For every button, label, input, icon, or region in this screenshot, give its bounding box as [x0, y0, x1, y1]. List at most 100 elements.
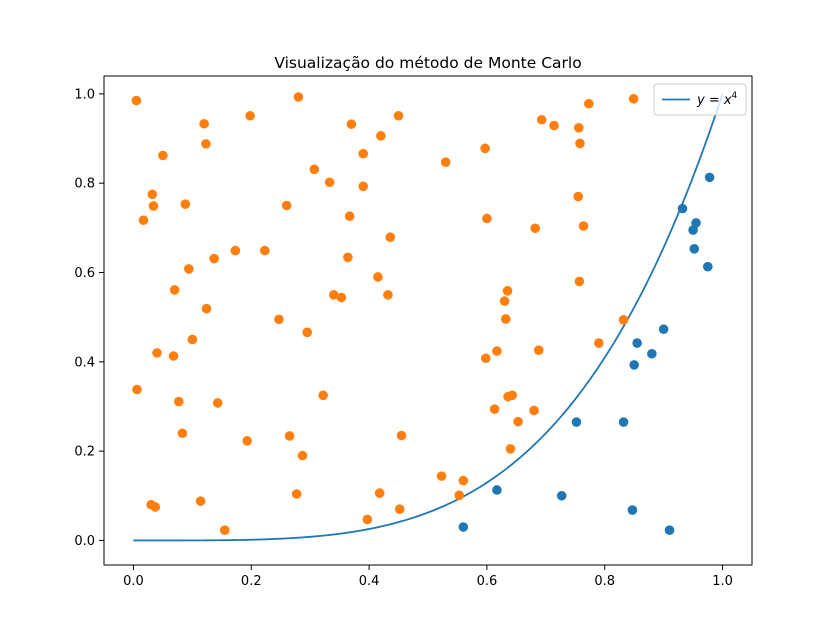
- point-above-curve: [513, 416, 523, 427]
- point-below-curve: [458, 522, 469, 532]
- point-below-curve: [629, 360, 639, 370]
- point-above-curve: [394, 504, 405, 514]
- y-tick-label: 0.4: [74, 355, 95, 370]
- point-above-curve: [180, 199, 191, 209]
- y-tick-label: 0.6: [74, 266, 95, 281]
- point-above-curve: [318, 390, 328, 401]
- point-above-curve: [574, 123, 584, 133]
- point-above-curve: [302, 327, 313, 338]
- point-above-curve: [573, 191, 584, 202]
- point-above-curve: [454, 490, 465, 501]
- point-above-curve: [132, 384, 142, 395]
- point-above-curve: [575, 138, 585, 149]
- point-above-curve: [230, 245, 241, 256]
- point-above-curve: [148, 201, 159, 211]
- axes-frame: [103, 75, 753, 566]
- point-above-curve: [574, 276, 585, 287]
- x-tick-label: 0.8: [594, 574, 615, 589]
- point-above-curve: [187, 334, 198, 345]
- point-above-curve: [346, 119, 357, 130]
- point-above-curve: [344, 211, 355, 222]
- point-above-curve: [530, 223, 541, 234]
- point-above-curve: [177, 428, 188, 439]
- point-above-curve: [169, 285, 180, 295]
- point-above-curve: [480, 143, 490, 154]
- legend-label: y = x4: [696, 91, 738, 108]
- point-above-curve: [492, 346, 502, 356]
- point-above-curve: [245, 110, 255, 121]
- point-above-curve: [150, 502, 161, 512]
- point-above-curve: [618, 315, 629, 325]
- point-above-curve: [158, 150, 168, 161]
- point-above-curve: [393, 110, 404, 121]
- point-above-curve: [274, 314, 284, 325]
- point-above-curve: [281, 200, 292, 211]
- point-above-curve: [507, 390, 518, 401]
- point-above-curve: [201, 139, 211, 149]
- point-below-curve: [647, 348, 657, 359]
- point-below-curve: [689, 244, 700, 254]
- point-above-curve: [376, 131, 386, 141]
- point-above-curve: [297, 450, 308, 461]
- point-above-curve: [578, 221, 589, 231]
- y-tick-label: 0.2: [74, 445, 95, 460]
- point-above-curve: [499, 296, 510, 306]
- point-above-curve: [482, 213, 492, 224]
- point-below-curve: [492, 485, 502, 495]
- x-tick-label: 0.6: [477, 574, 498, 589]
- point-above-curve: [152, 348, 162, 358]
- point-above-curve: [293, 92, 304, 102]
- point-below-curve: [571, 417, 582, 427]
- axes: 0.0 0.2 0.4 0.6 0.8 1.0 0.0 0.2 0.4 0.6 0.8 1.0: [74, 75, 753, 589]
- y-tick-label: 1.0: [74, 87, 95, 102]
- point-above-curve: [436, 471, 447, 481]
- curve-line: [133, 93, 724, 542]
- point-above-curve: [324, 177, 335, 188]
- point-above-curve: [168, 351, 179, 361]
- point-above-curve: [284, 431, 295, 441]
- point-above-curve: [195, 496, 206, 506]
- point-above-curve: [549, 120, 559, 131]
- point-above-curve: [373, 272, 383, 282]
- point-above-curve: [201, 303, 212, 314]
- point-below-curve: [627, 505, 638, 515]
- point-above-curve: [536, 114, 547, 125]
- point-above-curve: [458, 475, 469, 486]
- point-above-curve: [174, 396, 184, 407]
- point-above-curve: [385, 232, 396, 243]
- point-above-curve: [328, 290, 339, 300]
- point-above-curve: [209, 253, 219, 264]
- legend-label-exponent: 4: [732, 91, 738, 101]
- point-below-curve: [658, 324, 669, 335]
- point-above-curve: [260, 245, 270, 256]
- x-tick-label: 0.0: [123, 574, 144, 589]
- point-above-curve: [500, 314, 511, 324]
- point-below-curve: [703, 261, 713, 272]
- x-tick-label: 0.2: [241, 574, 262, 589]
- point-above-curve: [505, 444, 516, 454]
- point-above-curve: [147, 189, 158, 200]
- point-above-curve: [242, 436, 252, 446]
- point-above-curve: [358, 181, 369, 192]
- point-above-curve: [489, 404, 500, 414]
- point-above-curve: [533, 345, 544, 356]
- x-tick-label: 0.4: [359, 574, 380, 589]
- point-above-curve: [374, 488, 385, 498]
- point-above-curve: [138, 215, 149, 226]
- point-below-curve: [618, 417, 629, 427]
- point-below-curve: [556, 490, 567, 501]
- point-above-curve: [131, 95, 142, 106]
- point-above-curve: [362, 514, 373, 525]
- legend-box: [653, 83, 747, 116]
- y-tick-label: 0.8: [74, 177, 95, 192]
- point-above-curve: [358, 148, 369, 159]
- point-above-curve: [291, 489, 302, 499]
- point-above-curve: [199, 118, 209, 129]
- point-below-curve: [664, 525, 675, 535]
- point-below-curve: [677, 203, 688, 214]
- point-above-curve: [529, 405, 539, 416]
- y-tick-label: 0.0: [74, 534, 95, 549]
- point-above-curve: [440, 157, 451, 167]
- plot-area: [131, 92, 724, 542]
